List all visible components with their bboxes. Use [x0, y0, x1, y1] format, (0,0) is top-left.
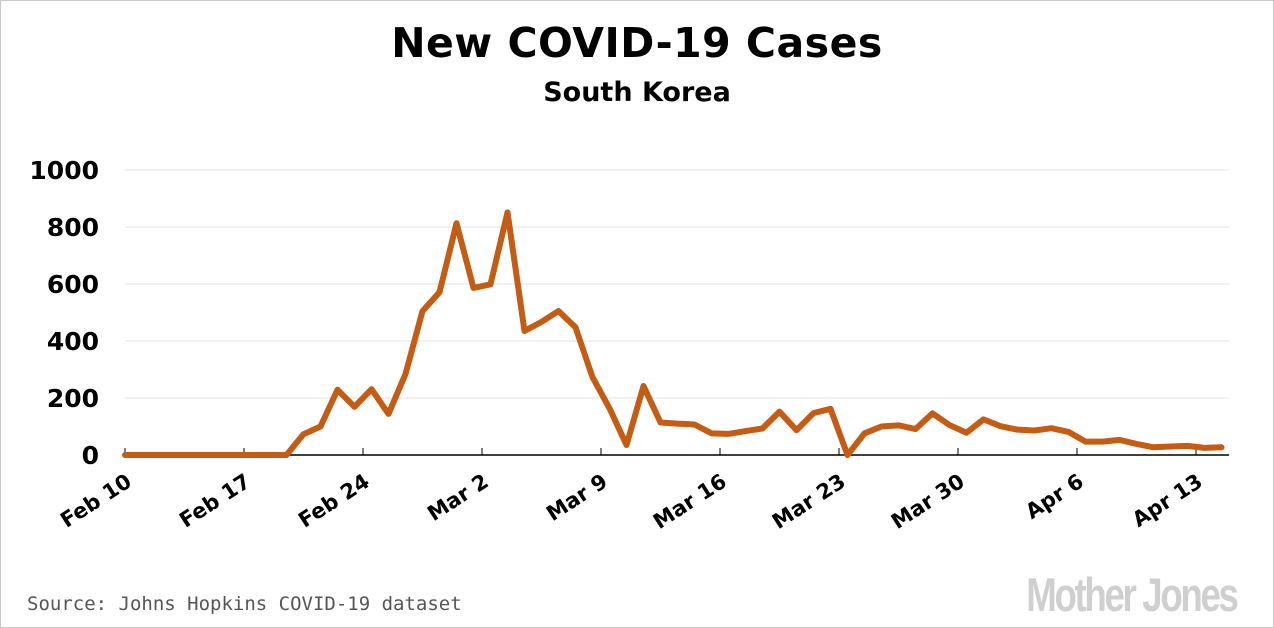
series-line: [122, 209, 1225, 458]
x-tick-label: Mar 16: [649, 469, 731, 534]
x-tick-label: Feb 17: [175, 469, 255, 532]
series: [122, 209, 1225, 458]
y-axis: 0 200 400 600 800 1000: [29, 156, 99, 470]
x-tick-label: Apr 6: [1021, 469, 1087, 524]
x-axis: Feb 10 Feb 17 Feb 24 Mar 2 Mar 9 Mar 16 Mar 23…: [56, 448, 1229, 534]
gridlines: [125, 169, 1229, 399]
y-tick-label: 400: [47, 327, 99, 356]
x-tick-label: Feb 10: [56, 469, 136, 532]
y-tick-label: 200: [47, 384, 99, 413]
y-tick-label: 600: [47, 270, 99, 299]
x-tick-label: Mar 9: [542, 469, 612, 526]
y-tick-label: 0: [82, 441, 99, 470]
chart-subtitle: South Korea: [543, 77, 731, 108]
x-tick-label: Mar 30: [887, 469, 969, 534]
x-tick-label: Mar 2: [423, 469, 493, 526]
line-chart: 0 200 400 600 800 1000 Feb 10 Feb 17 Feb 24 Mar …: [29, 156, 1229, 534]
chart-title: New COVID-19 Cases: [391, 19, 883, 67]
y-tick-label: 800: [47, 213, 99, 242]
x-tick-label: Apr 13: [1128, 469, 1207, 532]
x-tick-label: Feb 24: [294, 469, 374, 532]
y-tick-label: 1000: [29, 156, 99, 185]
mother-jones-logo: Mother Jones: [1026, 568, 1240, 621]
source-note: Source: Johns Hopkins COVID-19 dataset: [27, 593, 462, 615]
x-tick-label: Mar 23: [768, 469, 850, 534]
